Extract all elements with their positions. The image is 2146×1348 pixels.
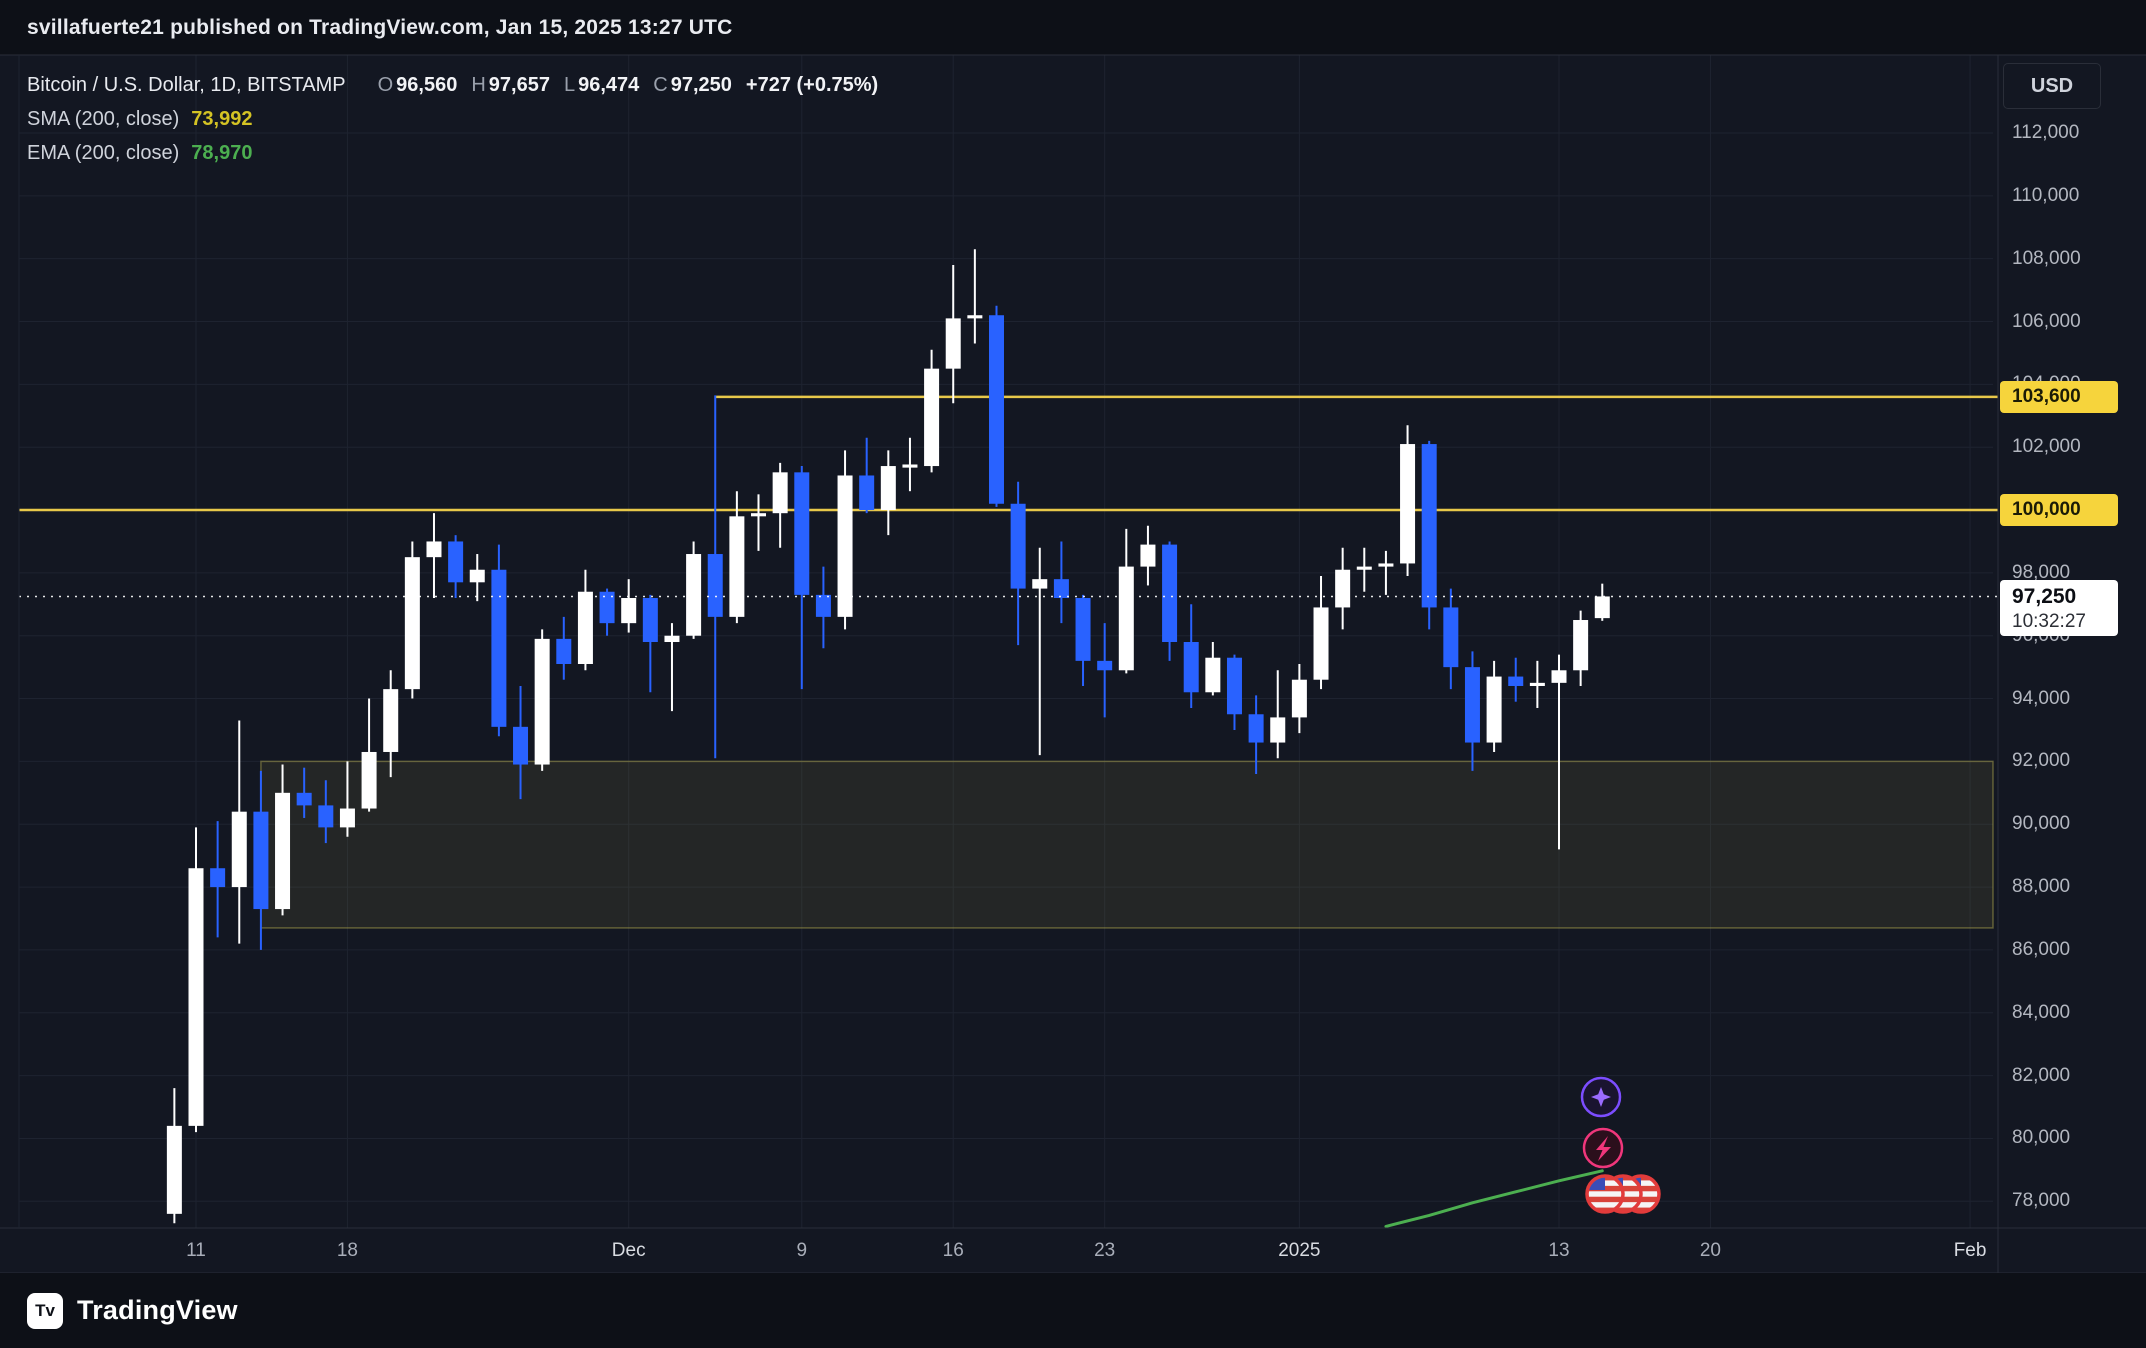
price-axis-label: 80,000 [2012,1127,2071,1149]
chart-legend: Bitcoin / U.S. Dollar, 1D, BITSTAMP O 96… [27,68,878,170]
close-value: 97,250 [670,73,732,96]
tradingview-logo-icon[interactable]: Tv [27,1292,63,1329]
current-price-value: 97,250 [2012,585,2077,609]
time-axis-label: 16 [942,1240,964,1261]
price-axis-label: 108,000 [2012,247,2081,269]
ema-value: 78,970 [191,141,253,164]
time-axis-label: 23 [1094,1240,1116,1261]
price-axis-label: 86,000 [2012,938,2071,960]
time-axis-label: 20 [1699,1240,1721,1261]
open-label: O [377,73,394,96]
symbol-title: Bitcoin / U.S. Dollar, 1D, BITSTAMP [27,73,346,96]
chart-pane[interactable] [0,55,2146,1273]
ema-row: EMA (200, close) 78,970 [27,136,878,170]
open-value: 96,560 [396,73,458,96]
sma-value: 73,992 [191,107,253,130]
time-axis-label: 9 [796,1240,808,1261]
price-axis-label: 110,000 [2012,184,2080,206]
level-price-badge-100000: 100,000 [2000,494,2118,527]
sma-label: SMA (200, close) [27,107,180,130]
price-axis-label: 84,000 [2012,1001,2071,1023]
close-label: C [653,73,668,96]
tradingview-brand[interactable]: TradingView [77,1295,238,1325]
price-axis-label: 82,000 [2012,1064,2071,1086]
price-axis-label: 88,000 [2012,876,2071,898]
price-axis-label: 98,000 [2012,561,2071,583]
time-axis-label: 2025 [1278,1240,1321,1261]
sma-row: SMA (200, close) 73,992 [27,102,878,136]
price-axis-label: 78,000 [2012,1190,2071,1212]
high-value: 97,657 [488,73,550,96]
time-axis-label: 18 [336,1240,358,1261]
time-axis-label: 11 [186,1240,206,1261]
price-axis-label: 94,000 [2012,687,2071,709]
time-axis-label: Feb [1953,1240,1987,1261]
ema-label: EMA (200, close) [27,141,180,164]
time-axis-label: 13 [1548,1240,1570,1261]
low-label: L [563,73,576,96]
price-axis[interactable]: USD 112,000110,000108,000106,000104,0001… [1998,55,2146,1273]
high-label: H [471,73,486,96]
price-axis-label: 106,000 [2012,310,2081,332]
price-axis-label: 90,000 [2012,813,2071,835]
low-value: 96,474 [578,73,640,96]
footer-bar: Tv TradingView [0,1273,2146,1348]
current-price-badge: 97,250 10:32:27 [2000,580,2118,637]
publish-text: svillafuerte21 published on TradingView.… [27,15,733,39]
symbol-row: Bitcoin / U.S. Dollar, 1D, BITSTAMP O 96… [27,68,878,102]
change-value: +727 (+0.75%) [745,73,879,96]
price-axis-label: 102,000 [2012,436,2081,458]
price-axis-label: 92,000 [2012,750,2071,772]
time-axis-label: Dec [611,1240,646,1261]
price-axis-label: 112,000 [2012,122,2080,143]
bar-countdown: 10:32:27 [2012,611,2086,633]
currency-label: USD [2003,63,2101,109]
level-price-badge-103600: 103,600 [2000,380,2118,413]
publish-bar: svillafuerte21 published on TradingView.… [0,0,2146,55]
